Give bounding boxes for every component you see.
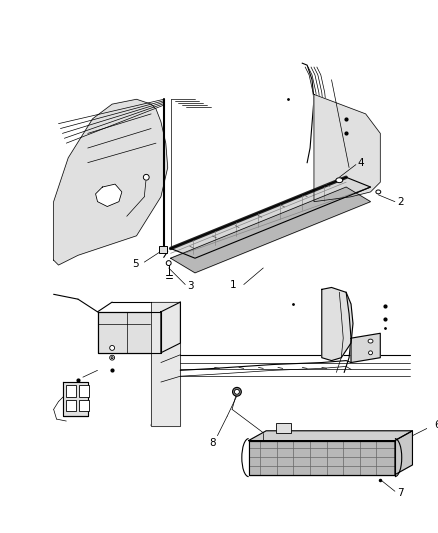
Polygon shape <box>351 333 380 362</box>
Bar <box>79 385 89 397</box>
Text: 8: 8 <box>209 438 215 448</box>
Polygon shape <box>95 184 122 206</box>
Ellipse shape <box>110 345 115 350</box>
Text: 7: 7 <box>397 488 403 498</box>
Ellipse shape <box>368 339 373 343</box>
Text: 5: 5 <box>132 259 138 269</box>
Ellipse shape <box>368 351 372 355</box>
Bar <box>66 400 76 411</box>
Ellipse shape <box>233 387 241 396</box>
Ellipse shape <box>110 355 115 360</box>
Ellipse shape <box>336 178 343 183</box>
Bar <box>66 385 76 397</box>
Polygon shape <box>249 431 413 441</box>
Polygon shape <box>322 287 353 361</box>
Polygon shape <box>98 312 161 353</box>
Polygon shape <box>395 431 413 475</box>
Bar <box>276 423 290 433</box>
Polygon shape <box>53 99 168 265</box>
Text: 1: 1 <box>230 279 236 289</box>
Polygon shape <box>151 302 180 426</box>
Polygon shape <box>64 382 88 416</box>
Text: 2: 2 <box>397 197 403 207</box>
Text: 3: 3 <box>187 281 194 292</box>
Polygon shape <box>171 177 371 258</box>
Text: 6: 6 <box>434 420 438 430</box>
Bar <box>79 400 89 411</box>
Polygon shape <box>249 441 395 475</box>
Polygon shape <box>171 187 371 273</box>
Ellipse shape <box>166 261 171 265</box>
Ellipse shape <box>376 190 381 194</box>
Text: 4: 4 <box>358 158 364 168</box>
Polygon shape <box>161 302 180 353</box>
Ellipse shape <box>143 174 149 180</box>
Bar <box>159 246 167 253</box>
Polygon shape <box>314 94 380 201</box>
Ellipse shape <box>234 390 240 394</box>
